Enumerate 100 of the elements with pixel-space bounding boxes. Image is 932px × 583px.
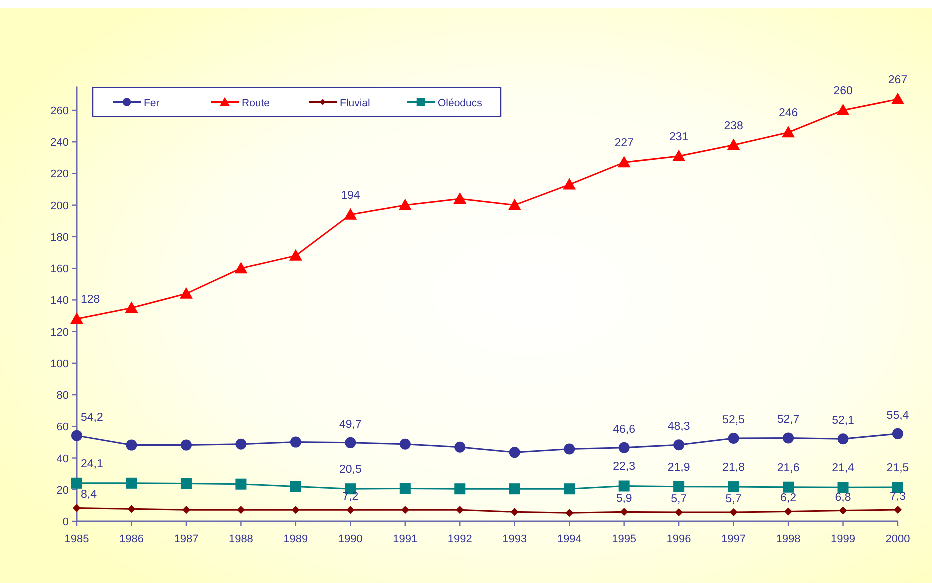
point — [72, 478, 82, 489]
data-label: 6,2 — [780, 492, 797, 505]
x-tick-label: 1992 — [448, 534, 472, 546]
point — [454, 442, 466, 453]
data-label: 128 — [81, 294, 100, 306]
y-tick-label: 0 — [62, 516, 69, 528]
point — [125, 302, 138, 314]
data-label: 5,9 — [616, 493, 632, 506]
y-tick-label: 200 — [50, 200, 69, 212]
point — [456, 506, 464, 514]
x-tick-label: 1989 — [284, 534, 308, 546]
point — [508, 198, 522, 210]
x-tick-label: 1991 — [393, 534, 418, 546]
point — [836, 104, 850, 116]
point — [675, 508, 684, 516]
point — [180, 287, 193, 299]
point — [620, 508, 628, 516]
data-label: 49,7 — [339, 418, 362, 431]
data-label: 7,3 — [890, 490, 906, 503]
y-tick-label: 160 — [50, 264, 69, 276]
data-label: 21,9 — [668, 462, 690, 474]
data-label: 22,3 — [613, 461, 636, 474]
point — [894, 506, 902, 514]
y-tick-label: 180 — [50, 232, 69, 244]
data-label: 20,5 — [339, 464, 362, 476]
point — [236, 438, 247, 450]
legend-label: Oléoducs — [438, 97, 482, 110]
point — [618, 442, 630, 454]
data-label: 5,7 — [726, 493, 742, 506]
data-label: 7,2 — [342, 491, 359, 504]
point — [126, 440, 138, 451]
legend-label: Fer — [144, 97, 160, 110]
y-tick-label: 60 — [56, 422, 69, 434]
y-tick-label: 120 — [50, 326, 69, 339]
data-label: 24,1 — [81, 458, 104, 470]
point — [892, 92, 904, 104]
point — [730, 508, 738, 516]
data-label: 21,4 — [832, 462, 856, 475]
point — [564, 484, 576, 495]
legend-label: Route — [242, 97, 270, 110]
point — [838, 482, 849, 494]
point — [782, 126, 796, 138]
point — [784, 508, 793, 516]
data-label: 21,8 — [722, 462, 745, 474]
point — [289, 249, 302, 261]
point — [618, 480, 630, 492]
data-label: 238 — [724, 120, 744, 132]
point — [838, 434, 849, 445]
point — [509, 447, 520, 458]
point — [454, 192, 467, 204]
data-label: 21,5 — [886, 462, 910, 475]
point — [510, 508, 519, 516]
point — [563, 178, 576, 190]
point — [128, 505, 136, 514]
point — [400, 483, 411, 494]
point — [509, 484, 520, 495]
point — [73, 504, 81, 512]
point — [674, 481, 685, 492]
x-tick-label: 1997 — [722, 534, 746, 546]
point — [618, 156, 631, 168]
point — [727, 138, 740, 150]
data-label: 52,7 — [777, 414, 800, 426]
point — [892, 428, 904, 440]
x-tick-label: 1988 — [228, 534, 254, 546]
y-tick-label: 260 — [50, 106, 69, 118]
point — [344, 208, 358, 220]
data-label: 52,1 — [832, 415, 854, 428]
point — [182, 506, 190, 514]
point — [292, 506, 300, 514]
data-label: 48,3 — [668, 421, 690, 434]
point — [345, 437, 356, 448]
y-tick-label: 20 — [56, 484, 69, 497]
y-tick-label: 100 — [50, 358, 69, 370]
y-tick-label: 140 — [50, 295, 69, 308]
x-tick-label: 1985 — [64, 534, 90, 546]
data-label: 54,2 — [81, 412, 104, 424]
point — [70, 312, 84, 324]
x-tick-label: 1996 — [666, 534, 692, 546]
point — [72, 430, 82, 442]
point — [783, 432, 794, 444]
y-tick-label: 220 — [50, 168, 69, 181]
x-tick-label: 1998 — [776, 534, 801, 546]
point — [234, 262, 248, 274]
point — [180, 440, 192, 451]
point — [237, 506, 246, 514]
point — [290, 481, 302, 492]
data-label: 194 — [341, 190, 361, 202]
point — [398, 198, 412, 210]
point — [346, 506, 355, 514]
x-tick-label: 1987 — [174, 534, 199, 546]
point — [728, 482, 740, 493]
point — [126, 478, 138, 489]
point — [672, 150, 686, 162]
data-label: 260 — [834, 86, 853, 98]
point — [564, 444, 576, 455]
x-tick-label: 1993 — [502, 534, 528, 546]
x-tick-label: 1986 — [119, 534, 144, 546]
data-label: 8,4 — [81, 489, 98, 502]
data-label: 46,6 — [613, 424, 636, 436]
x-tick-label: 1999 — [831, 534, 856, 546]
